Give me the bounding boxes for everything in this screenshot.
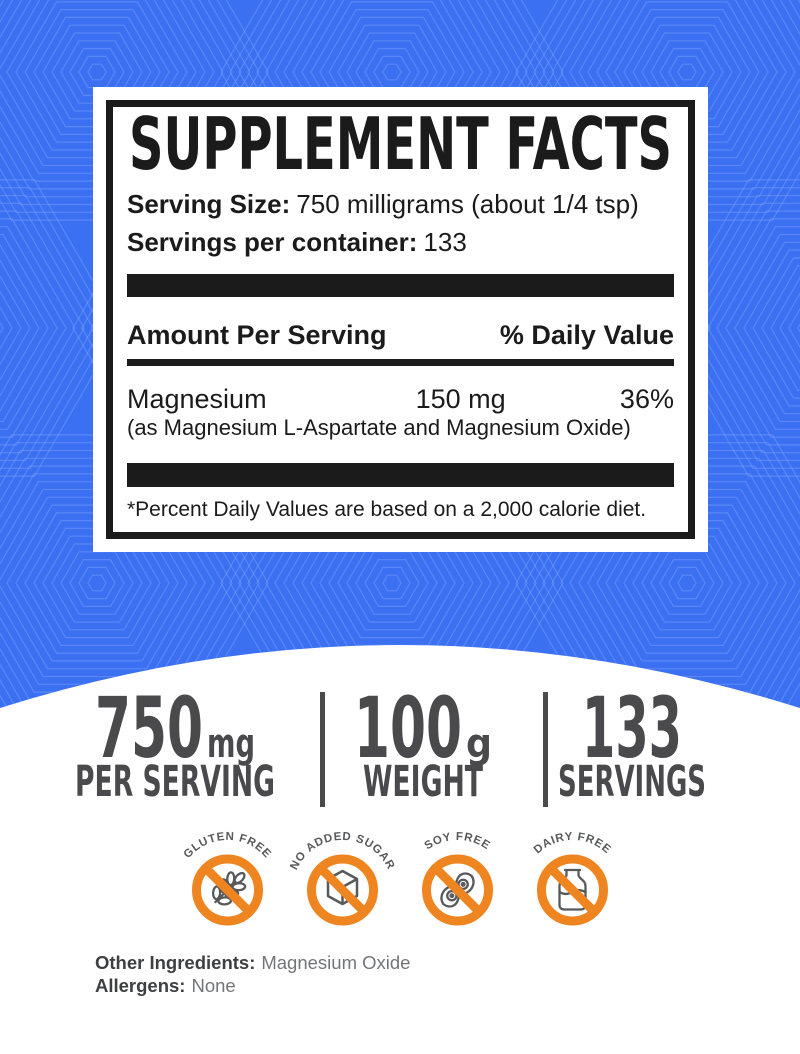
badge-ring (422, 854, 493, 926)
nutrient-amount: 150 mg (415, 384, 506, 414)
stat-value: 100 (354, 690, 462, 777)
daily-value-footnote: *Percent Daily Values are based on a 2,0… (127, 498, 647, 521)
svg-text:SOY FREE: SOY FREE (423, 831, 493, 853)
badge-label: DAIRY FREE (532, 831, 613, 857)
stat-label: SERVINGS (558, 757, 706, 807)
allergens-value: None (191, 975, 236, 996)
footer-text: Other Ingredients: Magnesium Oxide Allerg… (95, 951, 410, 997)
stat-servings: 133 SERVINGS (558, 690, 706, 807)
no-slash (546, 863, 599, 917)
serving-size-line: Serving Size: 750 milligrams (about 1/4 t… (127, 189, 674, 219)
stat-label: PER SERVING (75, 757, 275, 807)
nutrient-daily-value: 36% (619, 384, 674, 414)
badge-ring (537, 854, 608, 926)
separator-bar (127, 463, 674, 487)
facts-header-row: Amount Per Serving % Daily Value (127, 319, 674, 351)
facts-title-text: SUPPLEMENT FACTS (129, 115, 672, 177)
separator-bar (127, 274, 674, 297)
servings-per-container-line: Servings per container: 133 (127, 227, 674, 257)
gluten-free-badge: GLUTEN FREE (182, 831, 273, 926)
nutrient-name: Magnesium (127, 384, 267, 414)
no-slash (201, 863, 254, 917)
header-rule (127, 359, 674, 366)
no-added-sugar-badge: NO ADDED SUGAR (288, 831, 396, 926)
stat-divider (320, 692, 325, 807)
allergens-line: Allergens: None (95, 974, 410, 997)
stats-row: 750 mg PER SERVING 100 g WEIGHT 133 SERV… (0, 690, 800, 812)
facts-border: SUPPLEMENT FACTS Serving Size: 750 millig… (106, 100, 695, 539)
servings-label: Servings per container: (127, 227, 418, 257)
other-ingredients-label: Other Ingredients: (95, 952, 256, 973)
badge-ring (307, 854, 378, 926)
dairy-free-badge: DAIRY FREE (532, 831, 613, 926)
no-slash (431, 863, 484, 917)
svg-text:NO ADDED SUGAR: NO ADDED SUGAR (288, 831, 396, 872)
stat-unit: g (466, 721, 492, 767)
serving-size-value: 750 milligrams (about 1/4 tsp) (296, 189, 639, 219)
daily-value-header: % Daily Value (499, 320, 674, 350)
other-ingredients-line: Other Ingredients: Magnesium Oxide (95, 951, 410, 974)
nutrient-detail: (as Magnesium L-Aspartate and Magnesium … (127, 415, 631, 440)
stat-value: 133 (582, 690, 682, 777)
stat-per-serving: 750 mg PER SERVING (75, 690, 275, 807)
nutrient-row: Magnesium 150 mg 36% (127, 383, 674, 415)
badge-ring (192, 854, 263, 926)
no-slash (316, 863, 369, 917)
facts-title: SUPPLEMENT FACTS (129, 115, 672, 177)
allergens-label: Allergens: (95, 975, 186, 996)
stat-weight: 100 g WEIGHT (354, 690, 492, 807)
stat-divider (543, 692, 548, 807)
badge-label: SOY FREE (423, 831, 492, 853)
stat-label: WEIGHT (363, 757, 483, 807)
amount-per-serving-header: Amount Per Serving (127, 320, 387, 350)
badge-label: NO ADDED SUGAR (288, 831, 396, 872)
supplement-facts-panel: SUPPLEMENT FACTS Serving Size: 750 millig… (93, 87, 708, 552)
serving-size-label: Serving Size: (127, 189, 291, 219)
other-ingredients-value: Magnesium Oxide (261, 952, 411, 973)
badges-row: GLUTEN FREE NO ADDED SUGAR (170, 818, 630, 936)
svg-text:DAIRY FREE: DAIRY FREE (532, 831, 613, 857)
stat-unit: mg (207, 721, 255, 767)
servings-value: 133 (423, 227, 467, 257)
stat-value: 750 (95, 690, 203, 777)
soy-free-badge: SOY FREE (422, 831, 493, 926)
